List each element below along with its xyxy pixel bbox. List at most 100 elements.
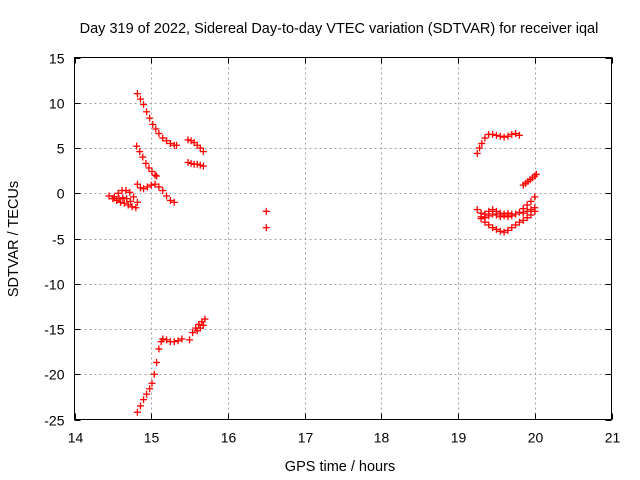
data-point [492,131,500,139]
x-tick-label: 17 [298,430,314,446]
data-point [196,161,204,169]
chart-title: Day 319 of 2022, Sidereal Day-to-day VTE… [80,21,599,37]
data-point [500,228,508,236]
data-point [473,149,481,157]
data-point [155,130,163,138]
data-point [151,180,159,188]
data-point [496,227,504,235]
data-point [146,385,154,393]
data-point [145,164,153,172]
data-point [481,214,489,222]
x-tick-labels: 14 15 16 17 18 19 20 21 [68,430,621,446]
y-tick-label: -5 [52,232,65,248]
data-point [531,193,539,201]
data-point [489,224,497,232]
data-point [166,196,174,204]
data-point [496,213,504,221]
data-point [119,194,127,202]
data-point [478,139,486,147]
x-tick-label: 16 [221,430,237,446]
data-point [150,370,158,378]
data-points [105,90,540,416]
data-point [174,337,182,345]
data-point [139,153,147,161]
data-point [492,225,500,233]
data-point [496,132,504,140]
data-point [504,132,512,140]
data-point [262,207,270,215]
y-tick-label: -20 [44,367,64,383]
data-point [532,170,540,178]
data-point [159,134,167,142]
data-point [515,218,523,226]
data-point [146,114,154,122]
x-tick-label: 19 [451,430,467,446]
data-point [523,207,531,215]
x-tick-label: 15 [144,430,160,446]
data-point [189,329,197,337]
data-point [523,201,531,209]
data-point [193,160,201,168]
data-point [149,120,157,128]
y-tick-label: 15 [49,51,65,67]
data-point [136,402,144,410]
y-tick-label: -15 [44,322,64,338]
data-point [508,224,516,232]
data-point [481,134,489,142]
data-point [153,172,161,180]
data-point [184,158,192,166]
data-point [508,212,516,220]
data-point [143,108,151,116]
data-point [110,193,118,201]
data-point [531,204,539,212]
data-point [504,226,512,234]
data-point [166,139,174,147]
data-point [140,185,148,193]
data-point [115,195,123,203]
data-point [155,183,163,191]
data-point [140,101,148,109]
data-point [105,192,113,200]
data-point [133,90,141,98]
data-point [199,162,207,170]
data-point [515,208,523,216]
data-point [117,198,125,206]
data-point [519,209,527,217]
data-point [151,171,159,179]
data-point [153,358,161,366]
data-point [159,335,167,343]
y-tick-label: -10 [44,277,64,293]
x-axis-label: GPS time / hours [285,459,395,475]
y-tick-label: 5 [57,141,65,157]
y-axis-label: SDTVAR / TECUs [6,181,22,297]
data-point [152,125,160,133]
data-point [155,345,163,353]
data-point [124,201,132,209]
data-point [492,211,500,219]
data-point [114,189,122,197]
data-point [133,142,141,150]
data-point [485,221,493,229]
data-point [199,321,207,329]
plot-frame [74,57,612,420]
y-tick-label: 0 [57,186,65,202]
data-point [133,180,141,188]
data-point [187,159,195,167]
y-tick-label: -25 [44,413,64,429]
data-point [163,192,171,200]
data-point [186,336,194,344]
data-point [143,183,151,191]
data-point [120,199,128,207]
data-point [142,159,150,167]
x-tick-label: 21 [605,430,621,446]
data-point [477,213,485,221]
data-point [178,335,186,343]
data-point [148,168,156,176]
data-point [527,197,535,205]
data-point [184,136,192,144]
data-point [147,181,155,189]
data-point [133,408,141,416]
data-point [132,204,140,212]
data-point [500,212,508,220]
